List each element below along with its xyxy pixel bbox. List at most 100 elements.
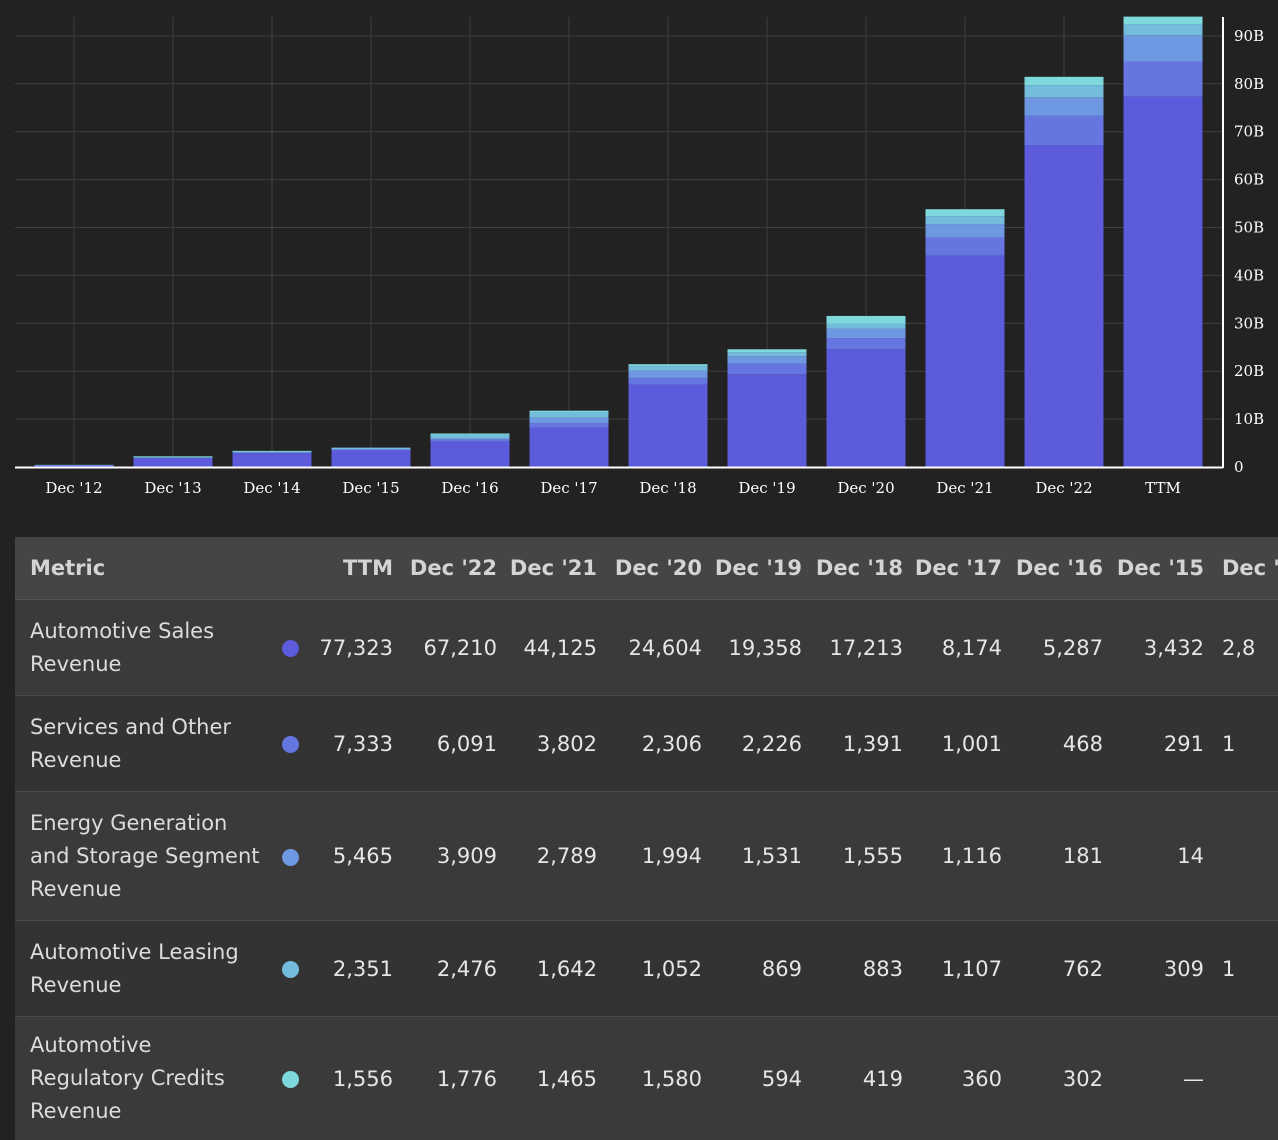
value-cell: 1,555 bbox=[802, 792, 903, 921]
bar-segment[interactable] bbox=[1025, 145, 1104, 467]
bar-segment[interactable] bbox=[728, 364, 807, 375]
bar-segment[interactable] bbox=[926, 237, 1005, 255]
header-col[interactable]: Dec '21 bbox=[497, 537, 597, 600]
header-col[interactable]: Dec '16 bbox=[1002, 537, 1103, 600]
bar-segment[interactable] bbox=[530, 411, 609, 413]
bar-segment[interactable] bbox=[1124, 35, 1203, 61]
table-row[interactable]: Automotive Leasing Revenue 2,351 2,476 1,64… bbox=[15, 921, 1278, 1017]
table-row[interactable]: Automotive Regulatory Credits Revenue 1,5… bbox=[15, 1017, 1278, 1140]
bar-segment[interactable] bbox=[827, 316, 906, 324]
bar-segment[interactable] bbox=[134, 456, 213, 457]
header-col[interactable]: Dec '19 bbox=[702, 537, 802, 600]
header-metric[interactable]: Metric bbox=[15, 537, 265, 600]
table-header-row: Metric TTM Dec '22 Dec '21 Dec '20 Dec '… bbox=[15, 537, 1278, 600]
series-color-dot[interactable] bbox=[282, 849, 299, 866]
bar-segment[interactable] bbox=[1025, 85, 1104, 97]
header-col[interactable]: Dec '18 bbox=[802, 537, 903, 600]
bar-segment[interactable] bbox=[1025, 116, 1104, 145]
bar-segment[interactable] bbox=[926, 224, 1005, 237]
bar-segment[interactable] bbox=[134, 458, 213, 467]
bar-segment[interactable] bbox=[629, 378, 708, 385]
bar-segment[interactable] bbox=[530, 418, 609, 423]
value-cell: 594 bbox=[702, 1017, 802, 1140]
bar-segment[interactable] bbox=[35, 465, 114, 466]
bar-segment[interactable] bbox=[926, 256, 1005, 467]
header-col[interactable]: Dec '22 bbox=[393, 537, 497, 600]
bar-segment[interactable] bbox=[1124, 17, 1203, 24]
bar-segment[interactable] bbox=[728, 352, 807, 356]
y-tick-label: 50B bbox=[1234, 219, 1264, 237]
header-col[interactable]: TTM bbox=[315, 537, 393, 600]
bar-segment[interactable] bbox=[827, 338, 906, 349]
value-cell: 2,8 bbox=[1204, 600, 1278, 696]
value-cell: 1,994 bbox=[597, 792, 702, 921]
table-row[interactable]: Services and Other Revenue 7,333 6,091 3,80… bbox=[15, 696, 1278, 792]
value-cell: 14 bbox=[1103, 792, 1204, 921]
bar-segment[interactable] bbox=[629, 364, 708, 366]
bar-segment[interactable] bbox=[728, 349, 807, 352]
bar-segment[interactable] bbox=[431, 439, 510, 440]
bar-segment[interactable] bbox=[233, 452, 312, 453]
header-col[interactable]: Dec '14 bbox=[1204, 537, 1278, 600]
bar-segment[interactable] bbox=[431, 439, 510, 441]
y-tick-label: 10B bbox=[1234, 410, 1264, 428]
bar-segment[interactable] bbox=[728, 356, 807, 363]
series-color-dot[interactable] bbox=[282, 961, 299, 978]
bar-segment[interactable] bbox=[629, 385, 708, 467]
bar-segment[interactable] bbox=[629, 370, 708, 377]
bar-segment[interactable] bbox=[233, 452, 312, 453]
bar-segment[interactable] bbox=[431, 433, 510, 434]
bar-segment[interactable] bbox=[926, 209, 1005, 216]
x-tick-label: Dec '18 bbox=[639, 479, 696, 497]
header-col[interactable]: Dec '15 bbox=[1103, 537, 1204, 600]
bar-segment[interactable] bbox=[827, 324, 906, 329]
value-cell: 1,391 bbox=[802, 696, 903, 792]
bar-segment[interactable] bbox=[827, 329, 906, 339]
bar-segment[interactable] bbox=[1124, 61, 1203, 96]
bar-segment[interactable] bbox=[728, 374, 807, 467]
series-color-dot[interactable] bbox=[282, 640, 299, 657]
bar-segment[interactable] bbox=[926, 216, 1005, 224]
bar-segment[interactable] bbox=[1124, 24, 1203, 35]
table-row[interactable]: Energy Generation and Storage Segment Re… bbox=[15, 792, 1278, 921]
value-cell: 2,226 bbox=[702, 696, 802, 792]
header-col[interactable]: Dec '20 bbox=[597, 537, 702, 600]
bar-segment[interactable] bbox=[332, 449, 411, 450]
bar-segment[interactable] bbox=[530, 423, 609, 428]
bar-segment[interactable] bbox=[530, 428, 609, 467]
bar-segment[interactable] bbox=[1025, 97, 1104, 116]
metric-name: Energy Generation and Storage Segment Re… bbox=[15, 792, 265, 921]
series-color-cell bbox=[265, 696, 315, 792]
bar-segment[interactable] bbox=[1124, 97, 1203, 467]
bar-segment[interactable] bbox=[431, 435, 510, 439]
value-cell: 1,116 bbox=[903, 792, 1002, 921]
bar-segment[interactable] bbox=[233, 453, 312, 467]
bar-segment[interactable] bbox=[530, 412, 609, 417]
value-cell: 7,333 bbox=[315, 696, 393, 792]
value-cell bbox=[1204, 1017, 1278, 1140]
y-tick-label: 90B bbox=[1234, 27, 1264, 45]
bar-segment[interactable] bbox=[827, 349, 906, 467]
series-color-dot[interactable] bbox=[282, 736, 299, 753]
value-cell: 1,465 bbox=[497, 1017, 597, 1140]
table-row[interactable]: Automotive Sales Revenue 77,323 67,210 44,1… bbox=[15, 600, 1278, 696]
revenue-table: Metric TTM Dec '22 Dec '21 Dec '20 Dec '… bbox=[15, 537, 1278, 1140]
x-tick-label: Dec '22 bbox=[1035, 479, 1092, 497]
metric-name: Services and Other Revenue bbox=[15, 696, 265, 792]
value-cell: 762 bbox=[1002, 921, 1103, 1017]
value-cell: 1 bbox=[1204, 696, 1278, 792]
bar-segment[interactable] bbox=[134, 457, 213, 458]
value-cell: 883 bbox=[802, 921, 903, 1017]
bar-segment[interactable] bbox=[1025, 77, 1104, 86]
bar-segment[interactable] bbox=[431, 442, 510, 467]
y-tick-label: 40B bbox=[1234, 266, 1264, 284]
series-color-dot[interactable] bbox=[282, 1071, 299, 1088]
value-cell: 1,052 bbox=[597, 921, 702, 1017]
bar-segment[interactable] bbox=[332, 448, 411, 449]
value-cell bbox=[1204, 792, 1278, 921]
header-col[interactable]: Dec '17 bbox=[903, 537, 1002, 600]
bar-segment[interactable] bbox=[332, 451, 411, 467]
bar-segment[interactable] bbox=[233, 451, 312, 452]
bar-segment[interactable] bbox=[629, 366, 708, 370]
y-tick-label: 60B bbox=[1234, 171, 1264, 189]
